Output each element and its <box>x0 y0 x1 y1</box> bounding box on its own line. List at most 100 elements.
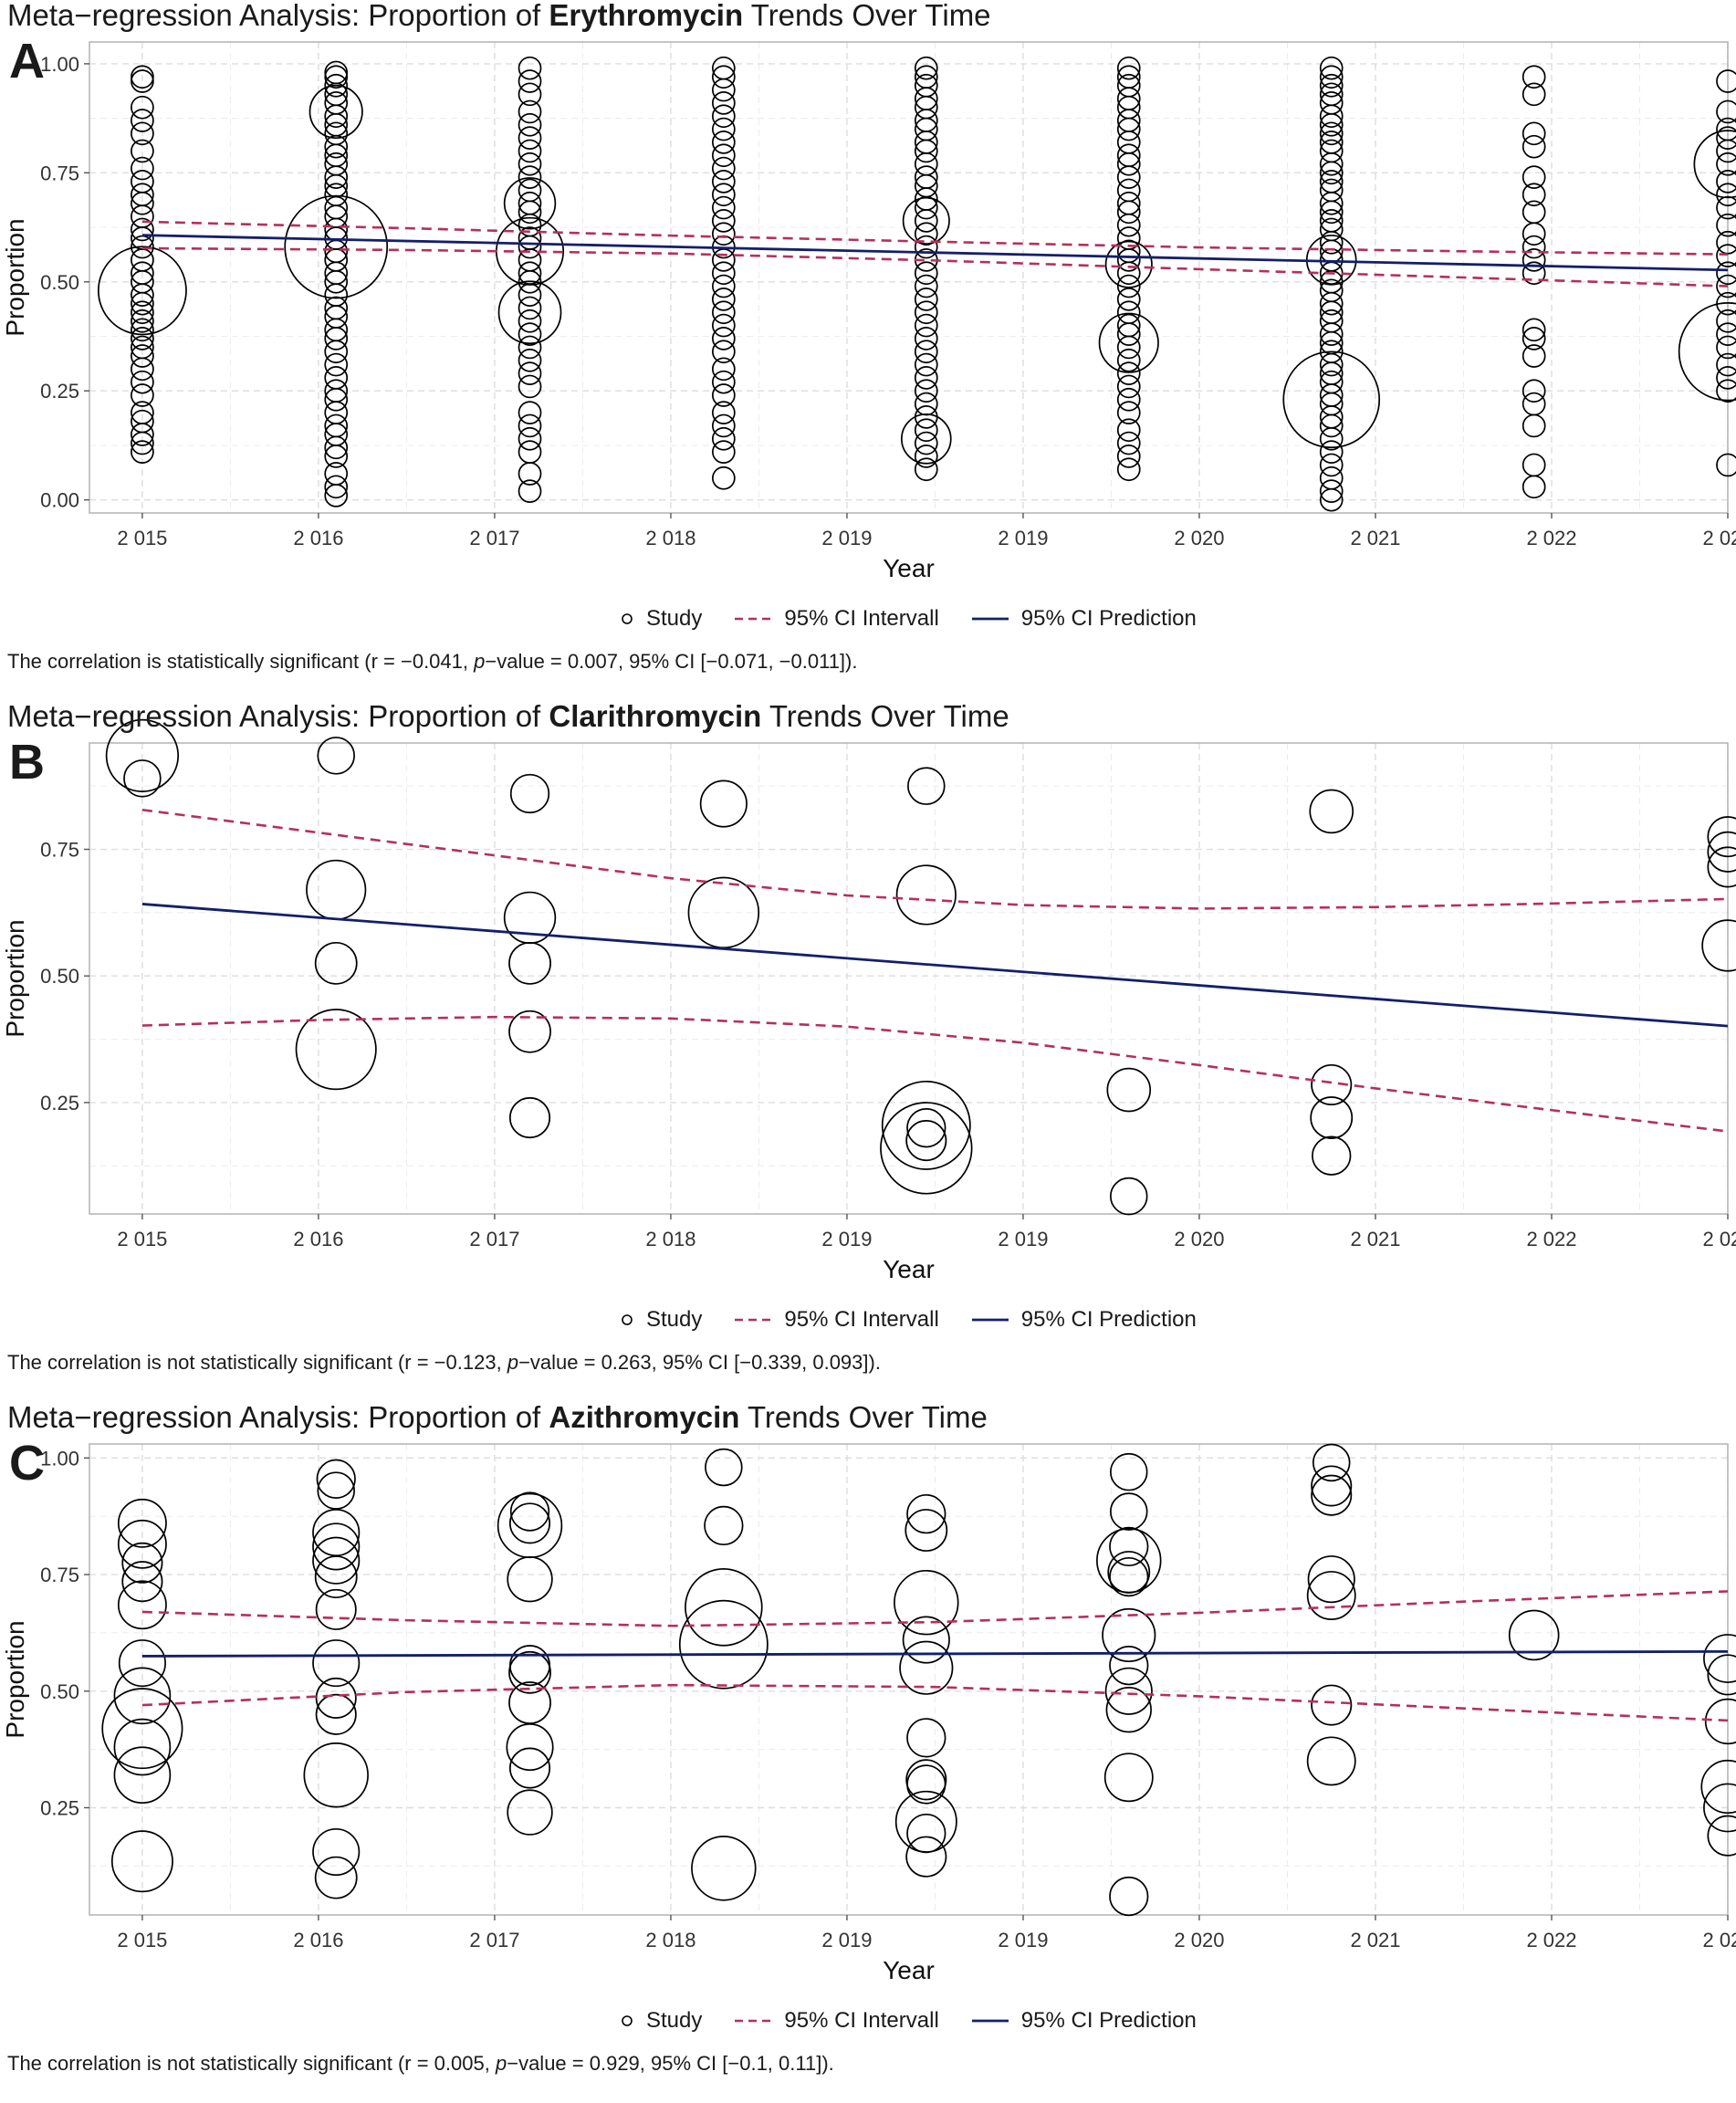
study-point <box>131 283 154 307</box>
study-point <box>906 1493 946 1534</box>
legend-study: Study <box>621 1307 702 1333</box>
study-point <box>1522 318 1546 342</box>
study-point <box>314 941 358 985</box>
study-point <box>1700 1759 1736 1815</box>
x-tick-label: 2 019 <box>821 527 872 549</box>
study-point <box>905 1836 947 1878</box>
x-tick-label: 2 021 <box>1350 527 1400 549</box>
study-point <box>324 340 349 364</box>
study-point <box>1116 457 1141 482</box>
study-point <box>131 95 154 120</box>
panel-b-title: Meta−regression Analysis: Proportion of … <box>7 699 1009 733</box>
study-point <box>1716 379 1736 403</box>
study-point <box>711 401 736 424</box>
study-point <box>1311 1684 1353 1726</box>
panel-c: 2 015 2 016 2 017 2 018 2 019 2 019 2 020 2 021… <box>0 1400 1736 2103</box>
study-point <box>518 283 542 307</box>
study-point <box>907 767 946 805</box>
legend-pred: 95% CI Prediction <box>971 606 1197 632</box>
x-tick-label: 2 020 <box>1174 1228 1224 1250</box>
panel-c-title: Meta−regression Analysis: Proportion of … <box>7 1400 988 1434</box>
study-point <box>518 269 542 294</box>
study-point <box>1716 453 1736 477</box>
study-point <box>1707 831 1736 873</box>
x-tick-label: 2 016 <box>293 527 343 549</box>
study-point <box>315 1677 357 1719</box>
ci-upper-line <box>141 808 1729 910</box>
study-point <box>1096 1527 1162 1594</box>
study-point <box>131 357 154 382</box>
study-point <box>1522 235 1546 259</box>
ci-upper-line <box>141 220 1729 256</box>
study-point <box>711 357 736 382</box>
study-point <box>1319 352 1344 377</box>
study-point <box>1116 274 1141 298</box>
panel-b-correlation: The correlation is not statistically sig… <box>7 1351 881 1374</box>
y-tick-label: 0.75 <box>40 1564 79 1586</box>
study-point <box>914 405 938 429</box>
study-point <box>691 1836 757 1901</box>
study-point <box>317 737 355 775</box>
study-point <box>497 280 562 345</box>
study-point <box>711 209 736 233</box>
panel-b-chart: 2 015 2 016 2 017 2 018 2 019 2 019 2 020 2 021… <box>1 718 1736 1283</box>
x-tick-label: 2 015 <box>117 1228 167 1250</box>
legend-study: Study <box>621 606 702 632</box>
study-point <box>906 1108 946 1148</box>
study-point <box>1116 261 1141 286</box>
study-point <box>711 327 736 350</box>
study-point <box>711 91 736 115</box>
study-point <box>131 121 154 146</box>
study-point <box>1716 261 1736 286</box>
study-point <box>315 1588 357 1630</box>
study-point <box>881 1080 971 1170</box>
x-tick-label: 2 017 <box>469 527 519 549</box>
study-point <box>1716 213 1736 237</box>
x-tick-label: 2 021 <box>1350 1929 1400 1951</box>
study-point <box>1522 475 1546 499</box>
study-point <box>914 379 938 403</box>
study-point <box>678 1599 769 1690</box>
x-tick-label: 2 021 <box>1350 1228 1400 1250</box>
study-point <box>1716 126 1736 150</box>
study-points <box>97 56 1736 512</box>
study-point <box>1106 1067 1152 1113</box>
study-point <box>1319 121 1344 146</box>
x-tick-label: 2 018 <box>645 1228 695 1250</box>
study-point <box>1716 152 1736 176</box>
x-tick-label: 2 018 <box>645 527 695 549</box>
study-point <box>914 392 938 416</box>
study-circle-icon <box>622 1314 633 1325</box>
x-tick-label: 2 019 <box>998 1228 1048 1250</box>
study-point <box>711 248 736 272</box>
study-point <box>699 779 748 828</box>
study-point <box>705 1448 743 1487</box>
x-tick-label: 2 022 <box>1526 1228 1576 1250</box>
study-point <box>1716 170 1736 194</box>
study-point <box>1522 327 1546 350</box>
study-point <box>711 466 736 490</box>
panel-b-letter: B <box>9 735 45 790</box>
study-point <box>914 431 938 455</box>
study-point <box>1116 178 1141 203</box>
study-point <box>1716 244 1736 267</box>
study-point <box>131 69 154 93</box>
study-point <box>518 401 542 424</box>
study-point <box>1104 1667 1153 1715</box>
study-point <box>295 1009 377 1091</box>
study-point <box>324 65 349 89</box>
study-point <box>324 366 349 390</box>
study-point <box>711 104 736 129</box>
study-point <box>117 1498 167 1548</box>
study-point <box>905 1759 947 1801</box>
study-point <box>1116 117 1141 141</box>
study-point <box>518 322 542 346</box>
study-point <box>508 1747 551 1789</box>
study-point <box>1522 379 1546 403</box>
study-point <box>1678 302 1736 402</box>
study-point <box>711 117 736 141</box>
y-tick-label: 0.25 <box>40 1796 79 1819</box>
study-point <box>518 99 542 124</box>
study-point <box>1109 1492 1148 1531</box>
x-tick-label: 2 023 <box>1702 527 1736 549</box>
